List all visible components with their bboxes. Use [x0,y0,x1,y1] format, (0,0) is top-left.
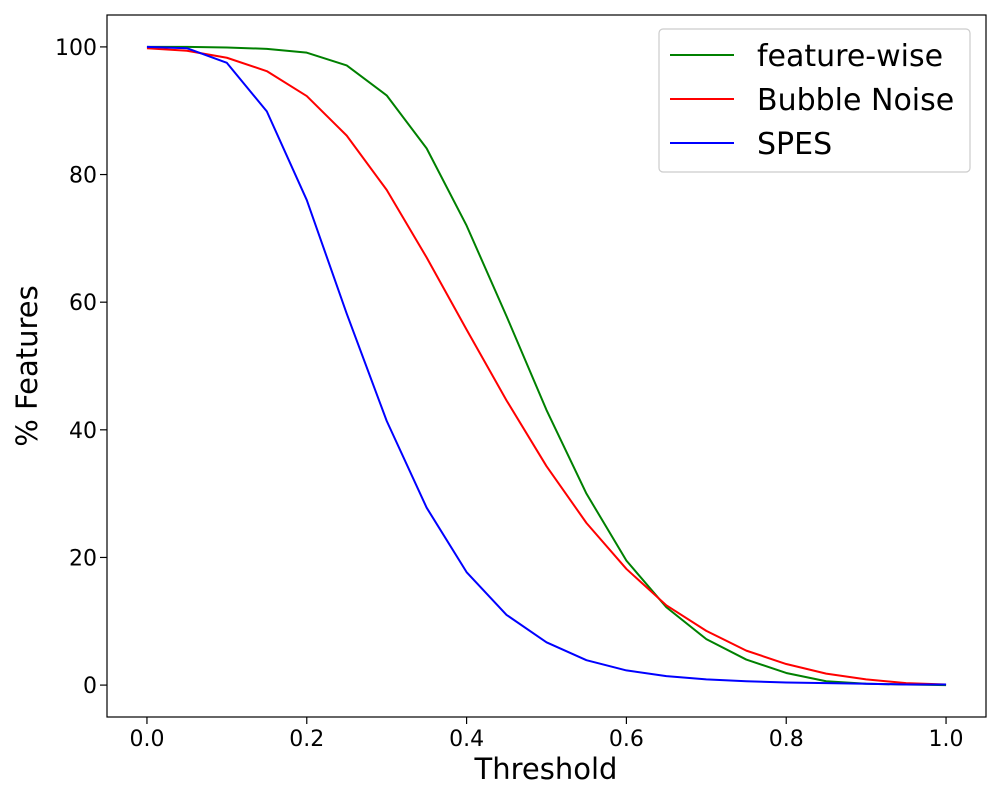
legend-label: feature-wise [757,39,943,74]
x-tick-label: 0.0 [129,727,164,752]
x-axis-label: Threshold [474,752,618,786]
y-tick-label: 60 [69,291,97,316]
y-axis-label: % Features [10,285,44,446]
x-tick-label: 0.8 [769,727,804,752]
legend-box [658,28,971,173]
y-tick-label: 100 [55,36,97,61]
y-tick-label: 40 [69,419,97,444]
legend-label: SPES [757,127,832,162]
legend: feature-wise Bubble Noise SPES [658,28,971,173]
x-tick-label: 1.0 [929,727,964,752]
series-lines [146,45,947,687]
plot-area-frame [106,14,987,718]
y-tick-label: 20 [69,546,97,571]
series-line-feature-wise [146,45,947,687]
x-axis: 0.0 0.2 0.4 0.6 0.8 1.0 [129,717,964,752]
x-tick-label: 0.6 [609,727,644,752]
y-axis: 0 20 40 60 80 100 [55,36,107,699]
series-line-bubble-noise [146,47,947,686]
x-tick-label: 0.2 [289,727,324,752]
y-tick-label: 0 [83,674,97,699]
legend-label: Bubble Noise [757,83,954,118]
series-line-spes [146,45,947,686]
y-tick-label: 80 [69,164,97,189]
x-tick-label: 0.4 [449,727,484,752]
